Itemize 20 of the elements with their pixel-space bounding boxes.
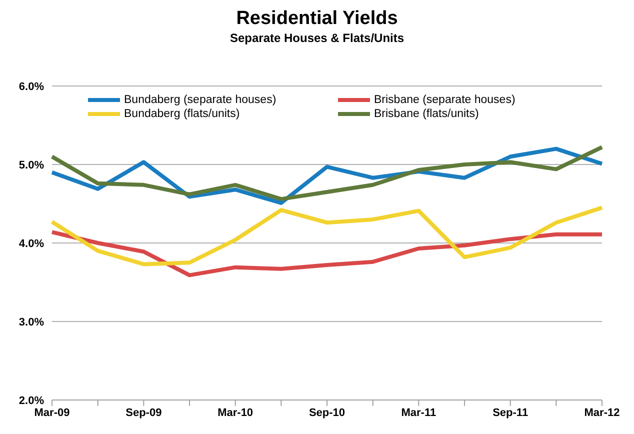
line-series — [50, 206, 604, 266]
x-tick-label: Sep-09 — [126, 406, 162, 419]
x-tick-label: Mar-10 — [218, 406, 254, 419]
line-series — [50, 230, 604, 278]
chart-subtitle: Separate Houses & Flats/Units — [228, 30, 406, 46]
y-tick-label: 5.0% — [18, 159, 44, 172]
chart-title: Residential Yields — [235, 8, 399, 30]
x-tick-label: Sep-10 — [308, 406, 346, 419]
x-tick-label: Mar-12 — [584, 406, 620, 419]
x-tick-label: Mar-11 — [401, 406, 436, 419]
legend-label: Brisbane (separate houses) — [374, 94, 516, 106]
y-tick-label: 3.0% — [18, 316, 44, 328]
legend-label: Bundaberg (separate houses) — [124, 94, 276, 106]
x-tick-label: Sep-11 — [492, 406, 528, 419]
legend-label: Bundaberg (flats/units) — [124, 108, 240, 120]
y-tick-label: 6.0% — [18, 80, 44, 93]
y-tick-label: 4.0% — [18, 238, 44, 250]
y-tick-label: 2.0% — [18, 394, 44, 407]
legend-label: Brisbane (flats/units) — [374, 108, 479, 120]
x-tick-label: Mar-09 — [34, 406, 70, 419]
